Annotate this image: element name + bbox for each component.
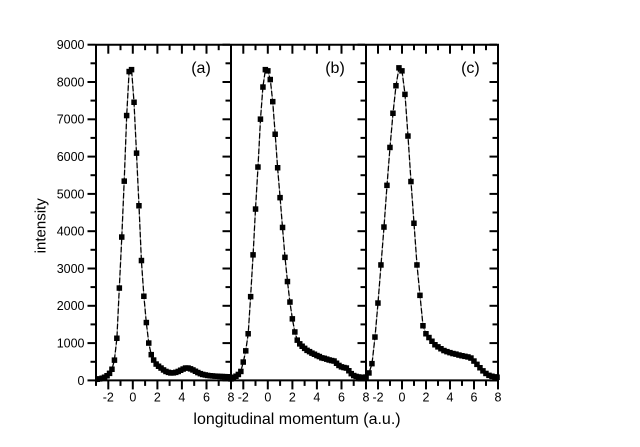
svg-text:7000: 7000 [57, 113, 85, 127]
svg-text:0: 0 [129, 391, 136, 405]
svg-text:-2: -2 [372, 391, 383, 405]
svg-text:2000: 2000 [57, 299, 85, 313]
svg-text:6: 6 [471, 391, 478, 405]
svg-text:4: 4 [447, 391, 454, 405]
svg-text:1000: 1000 [57, 337, 85, 351]
svg-text:2: 2 [154, 391, 161, 405]
svg-text:4: 4 [313, 391, 320, 405]
svg-text:(b): (b) [325, 60, 345, 77]
svg-text:0: 0 [264, 391, 271, 405]
svg-text:8000: 8000 [57, 75, 85, 89]
svg-text:9000: 9000 [57, 38, 85, 52]
svg-text:6000: 6000 [57, 150, 85, 164]
svg-text:3000: 3000 [57, 262, 85, 276]
svg-text:5000: 5000 [57, 187, 85, 201]
svg-text:longitudinal momentum (a.u.): longitudinal momentum (a.u.) [193, 411, 400, 428]
svg-text:(a): (a) [191, 60, 211, 77]
svg-text:8: 8 [495, 391, 502, 405]
svg-text:8: 8 [228, 391, 235, 405]
svg-text:8: 8 [363, 391, 370, 405]
svg-text:2: 2 [423, 391, 430, 405]
svg-text:(c): (c) [461, 60, 480, 77]
svg-text:0: 0 [78, 374, 85, 388]
svg-text:4000: 4000 [57, 225, 85, 239]
svg-text:-2: -2 [103, 391, 114, 405]
svg-text:4: 4 [178, 391, 185, 405]
svg-text:2: 2 [289, 391, 296, 405]
svg-text:intensity: intensity [33, 198, 50, 254]
svg-text:6: 6 [338, 391, 345, 405]
svg-text:6: 6 [203, 391, 210, 405]
svg-text:0: 0 [399, 391, 406, 405]
svg-text:-2: -2 [238, 391, 249, 405]
